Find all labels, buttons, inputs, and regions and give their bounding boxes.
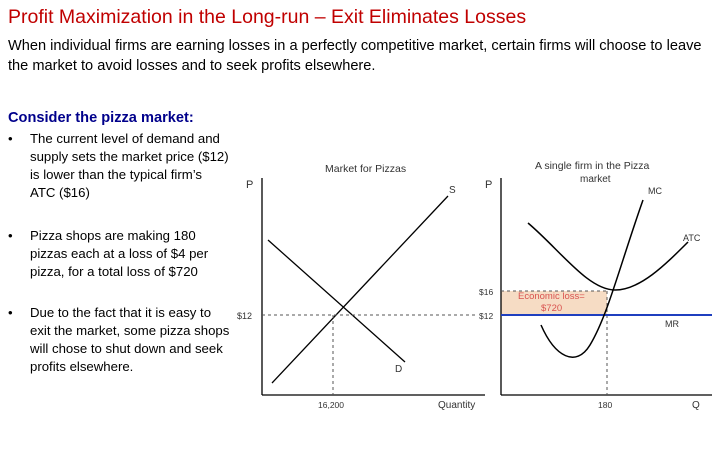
market-y-axis-label: P xyxy=(246,179,253,191)
mc-curve xyxy=(540,199,644,358)
market-price-label: $12 xyxy=(237,311,252,321)
bullet-icon: • xyxy=(8,305,13,320)
firm-price-label: $12 xyxy=(479,311,493,321)
mc-curve-label: MC xyxy=(648,186,662,196)
economic-loss-label-line2: $720 xyxy=(541,303,562,314)
mr-line-label: MR xyxy=(665,319,679,329)
atc-price-label: $16 xyxy=(479,287,493,297)
firm-graph: A single firm in the Pizza market P Econ… xyxy=(479,160,712,411)
demand-curve-label: D xyxy=(395,364,402,375)
bullet-text: Pizza shops are making 180 pizzas each a… xyxy=(30,228,209,279)
slide-title: Profit Maximization in the Long-run – Ex… xyxy=(8,6,527,28)
bullet-item-exit: • Due to the fact that it is easy to exi… xyxy=(8,304,230,376)
bullet-text: Due to the fact that it is easy to exit … xyxy=(30,305,230,374)
market-x-axis-label: Quantity xyxy=(438,400,475,411)
firm-graph-title-line2: market xyxy=(580,174,611,185)
economic-loss-area xyxy=(501,291,607,315)
firm-quantity-label: 180 xyxy=(598,400,612,410)
market-graph-title: Market for Pizzas xyxy=(325,163,406,175)
bullet-item-loss: • Pizza shops are making 180 pizzas each… xyxy=(8,227,230,281)
economic-loss-label-line1: Economic loss= xyxy=(518,291,585,302)
firm-graph-title-line1: A single firm in the Pizza xyxy=(535,160,650,172)
supply-curve xyxy=(271,195,449,384)
demand-curve xyxy=(267,239,406,363)
market-graph: Market for Pizzas P S D $12 16,200 Quant… xyxy=(237,163,485,411)
section-subheading: Consider the pizza market: xyxy=(8,110,194,126)
market-quantity-label: 16,200 xyxy=(318,400,344,410)
bullet-icon: • xyxy=(8,228,13,243)
intro-paragraph: When individual firms are earning losses… xyxy=(8,38,702,74)
atc-curve xyxy=(527,222,689,291)
bullet-item-price: • The current level of demand and supply… xyxy=(8,130,230,202)
firm-y-axis-label: P xyxy=(485,179,492,191)
bullet-text: The current level of demand and supply s… xyxy=(30,131,229,200)
supply-curve-label: S xyxy=(449,185,456,196)
firm-x-axis-label: Q xyxy=(692,400,700,411)
bullet-icon: • xyxy=(8,131,13,146)
atc-curve-label: ATC xyxy=(683,233,701,243)
